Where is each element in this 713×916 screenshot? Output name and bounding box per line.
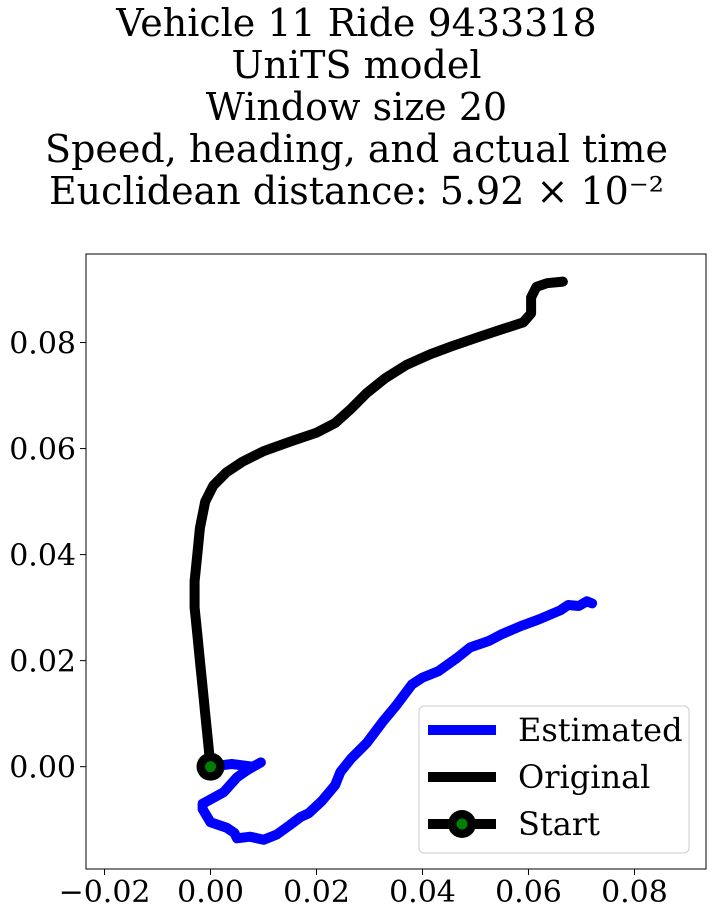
legend-label-estimated: Estimated: [518, 711, 683, 749]
x-tick-label: 0.02: [283, 875, 350, 910]
title-line-5: Euclidean distance: 5.92 × 10⁻²: [48, 169, 665, 213]
title-line-3: Window size 20: [205, 85, 508, 129]
legend-label-start: Start: [518, 805, 600, 843]
legend-box: [418, 705, 690, 854]
y-tick-label: 0.00: [9, 751, 76, 786]
x-tick-label: 0.06: [495, 875, 562, 910]
x-tick-label: 0.04: [389, 875, 456, 910]
plot-frame: [85, 253, 707, 870]
legend: Estimated Original Start: [418, 705, 690, 854]
chart-title: Vehicle 11 Ride 9433318 UniTS model Wind…: [0, 2, 713, 212]
title-line-4: Speed, heading, and actual time: [45, 127, 668, 171]
series-line-estimated: [197, 596, 598, 845]
y-tick-label: 0.02: [9, 645, 76, 680]
y-tick-label: 0.08: [9, 327, 76, 362]
marker-layer: [196, 752, 225, 781]
y-axis: 0.00 0.02 0.04 0.06 0.08: [9, 327, 86, 786]
title-line-1: Vehicle 11 Ride 9433318: [116, 1, 597, 45]
start-marker-dot: [205, 761, 217, 773]
series-line-original: [189, 276, 568, 772]
x-axis: −0.02 0.00 0.02 0.04 0.06 0.08: [59, 869, 668, 910]
x-tick-label: −0.02: [59, 875, 151, 910]
legend-label-original: Original: [518, 758, 650, 796]
y-tick-label: 0.06: [9, 433, 76, 468]
legend-start-dot: [456, 818, 468, 830]
x-tick-label: 0.00: [177, 875, 244, 910]
series-layer: [189, 276, 598, 845]
title-line-2: UniTS model: [231, 43, 482, 87]
x-tick-label: 0.08: [601, 875, 668, 910]
y-tick-label: 0.04: [9, 539, 76, 574]
